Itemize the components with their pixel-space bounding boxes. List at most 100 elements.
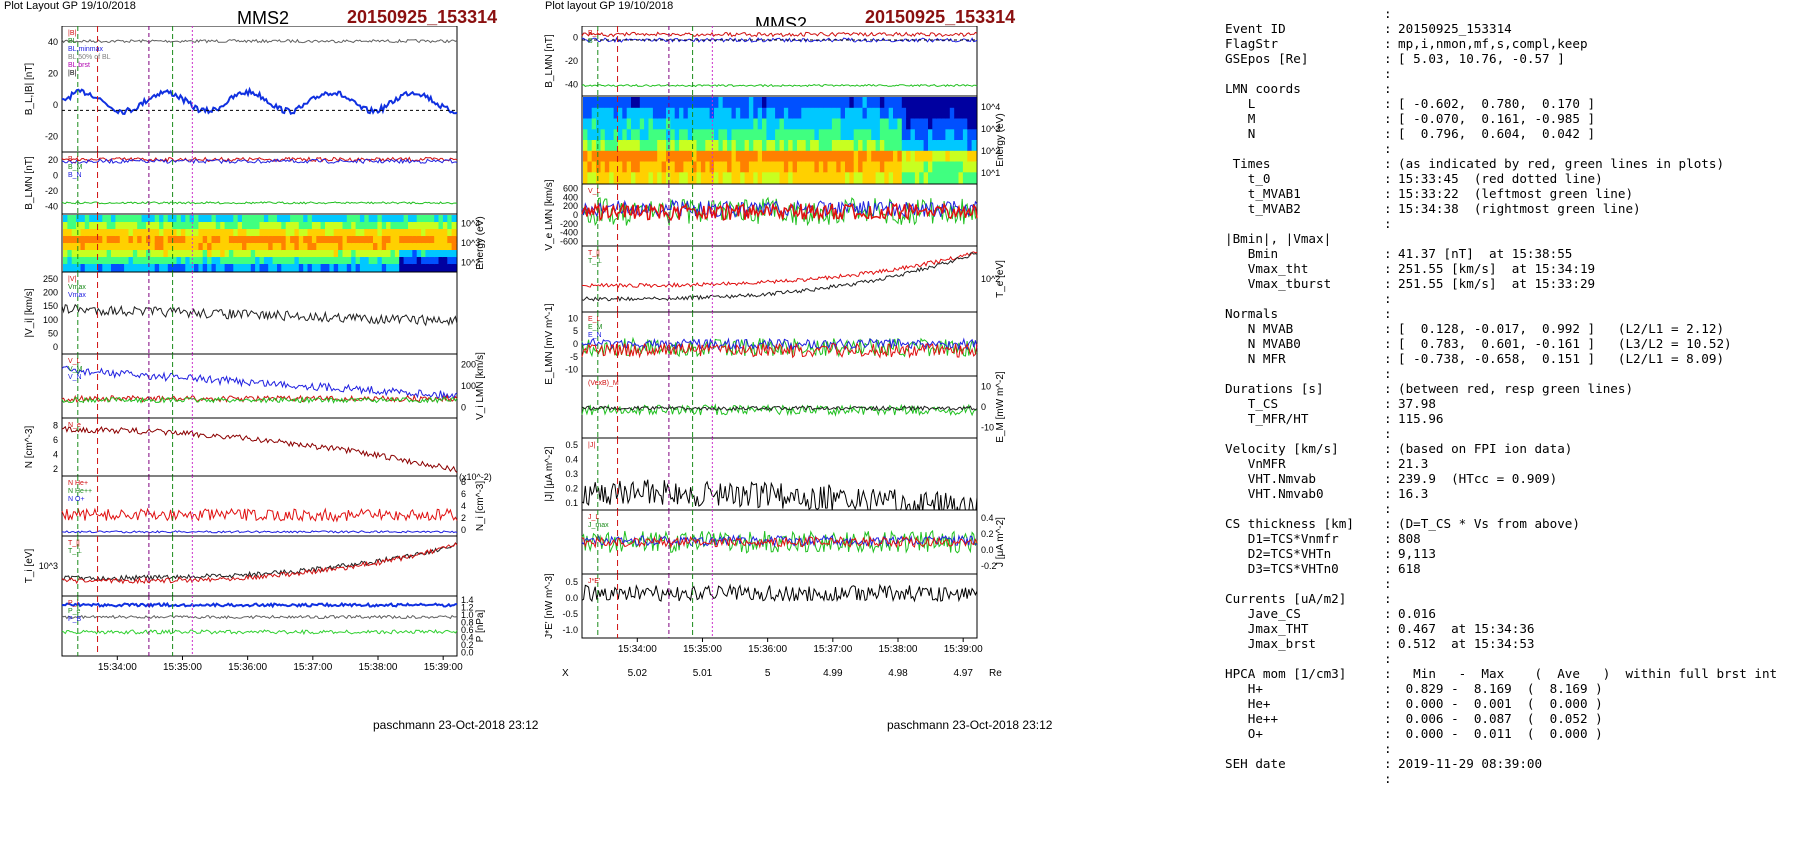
info-key: D3=TCS*VHTn0 (1225, 561, 1339, 576)
info-key (1225, 576, 1384, 591)
jm-trace (581, 535, 978, 549)
mid-ytick-label: 10^2 (981, 274, 1000, 284)
info-key (1225, 216, 1384, 231)
info-row: : (1225, 291, 1777, 306)
mid-ytick-label: 10 (981, 381, 991, 391)
mid-ytick-label: -10 (565, 365, 578, 375)
mid-legend-entry: T_⊥ (588, 258, 602, 265)
info-key: Jmax_brst (1225, 636, 1316, 651)
info-row: D3=TCS*VHTn0:618 (1225, 561, 1777, 576)
info-separator: : (1384, 21, 1392, 36)
info-key (1225, 141, 1384, 156)
mid-pos-value: 10.8 (758, 685, 778, 686)
info-row: : (1225, 576, 1777, 591)
left-ytick-label: 8 (461, 477, 466, 487)
left-ytick-label: 0 (53, 170, 58, 180)
left-ylabel: N [cm^-3] (24, 426, 35, 469)
info-row: Jmax_THT:0.467 at 15:34:36 (1225, 621, 1777, 636)
info-value: [ 5.03, 10.76, -0.57 ] (1398, 51, 1565, 66)
mid-ytick-label: -600 (560, 237, 578, 247)
left-ytick-label: 4 (461, 501, 466, 511)
info-separator: : (1384, 756, 1392, 771)
left-legend-entry: N O+ (68, 496, 85, 503)
info-key (1225, 771, 1384, 786)
left-panel-frame (61, 353, 458, 419)
mid-pos-value: 4.97 (953, 668, 973, 679)
left-scale-label: (x10^-2) (459, 472, 492, 482)
info-row: Normals: (1225, 306, 1777, 321)
info-row: N MVAB: [ 0.128, -0.017, 0.992 ] (L2/L1 =… (1225, 321, 1777, 336)
info-separator: : (1384, 246, 1392, 261)
left-spacecraft-title: MMS2 (237, 8, 290, 28)
mid-panel-frame (581, 573, 978, 639)
left-panel-5: 200 100 0 V_i LMN [km/s] V_LV_MV_N (61, 352, 486, 420)
mid-bn-trace (581, 83, 978, 88)
info-key (1225, 651, 1384, 666)
info-key: He++ (1225, 711, 1279, 726)
left-ytick-label: 100 (43, 315, 58, 325)
info-value: [ -0.602, 0.780, 0.170 ] (1398, 96, 1596, 111)
left-legend-entry: |V| (68, 276, 76, 283)
left-layout-label: Plot Layout GP 19/10/2018 (4, 0, 136, 12)
info-value: Min - Max ( Ave ) within full brst int (1398, 666, 1778, 681)
mid-ytick-label: 5 (573, 326, 578, 336)
info-key: FlagStr (1225, 36, 1279, 51)
left-ytick-label: -20 (45, 131, 58, 141)
vn-trace (61, 396, 458, 404)
info-separator: : (1384, 501, 1392, 516)
info-key: H+ (1225, 681, 1263, 696)
info-separator: : (1384, 771, 1392, 786)
left-ytick-label: 200 (43, 288, 58, 298)
left-panel-frame (61, 417, 458, 477)
info-row: t_MVAB1:15:33:22 (leftmost green line) (1225, 186, 1777, 201)
mid-legend-entry: J_L (588, 514, 599, 521)
info-row: HPCA mom [1/cm3]: Min - Max ( Ave ) with… (1225, 666, 1777, 681)
info-value: 41.37 [nT] at 15:38:55 (1398, 246, 1573, 261)
pe-trace (61, 614, 458, 620)
info-row: N: [ 0.796, 0.604, 0.042 ] (1225, 126, 1777, 141)
mid-ylabel: J [μA m^-2] (995, 517, 1006, 567)
info-key: t_MVAB1 (1225, 186, 1301, 201)
info-separator: : (1384, 171, 1392, 186)
info-key: CS thickness [km] (1225, 516, 1354, 531)
info-value: [ 0.783, 0.601, -0.161 ] (L3/L2 = 10.52) (1398, 336, 1732, 351)
info-key (1225, 66, 1384, 81)
info-key: N (1225, 126, 1256, 141)
left-ylabel: Energy (eV) (475, 216, 486, 269)
info-key: He+ (1225, 696, 1271, 711)
info-key (1225, 6, 1384, 21)
info-separator: : (1384, 531, 1392, 546)
mid-panel-6: 10 0 -10 E_M [mW m^-2] (VexB)_M (581, 371, 1006, 443)
info-separator: : (1384, 441, 1392, 456)
mid-ytick-label: 0.1 (565, 498, 578, 508)
mid-ytick-label: 200 (563, 201, 578, 211)
info-row: N MFR: [ -0.738, -0.658, 0.151 ] (L2/L1 =… (1225, 351, 1777, 366)
info-separator: : (1384, 366, 1392, 381)
left-ytick-label: 6 (461, 489, 466, 499)
info-value: 37.98 (1398, 396, 1436, 411)
info-value: [ -0.738, -0.658, 0.151 ] (L2/L1 = 8.09) (1398, 351, 1725, 366)
info-separator: : (1384, 516, 1392, 531)
mid-legend-entry: J*E' (588, 578, 600, 585)
info-row: L: [ -0.602, 0.780, 0.170 ] (1225, 96, 1777, 111)
vi-trace (61, 303, 458, 327)
info-separator: : (1384, 186, 1392, 201)
left-ytick-label: 6 (53, 435, 58, 445)
mid-panel-4: 10^2T_e [eV] T_||T_⊥ (581, 245, 1006, 313)
info-value: 251.55 [km/s] at 15:33:29 (1398, 276, 1596, 291)
info-row: : (1225, 66, 1777, 81)
left-legend-entry: N He++ (68, 488, 92, 495)
left-time-label: 15:36:00 (228, 662, 267, 673)
mid-ytick-label: 600 (563, 183, 578, 193)
info-separator: : (1384, 561, 1392, 576)
event-info-panel: : Event ID:20150925_153314 FlagStr: mp,i,nm… (1225, 6, 1777, 786)
mid-pos-value: 4.98 (888, 668, 908, 679)
info-value: 20150925_153314 (1398, 21, 1512, 36)
mid-ytick-label: 0 (981, 402, 986, 412)
mid-time-label: 15:34:00 (618, 644, 657, 655)
mid-legend-entry: (VexB)_M (588, 380, 619, 387)
left-ytick-label: 2 (461, 513, 466, 523)
info-value: 0.000 - 0.001 ( 0.000 ) (1398, 696, 1603, 711)
mid-ytick-label: 0.5 (565, 577, 578, 587)
tpar-trace (61, 542, 458, 585)
